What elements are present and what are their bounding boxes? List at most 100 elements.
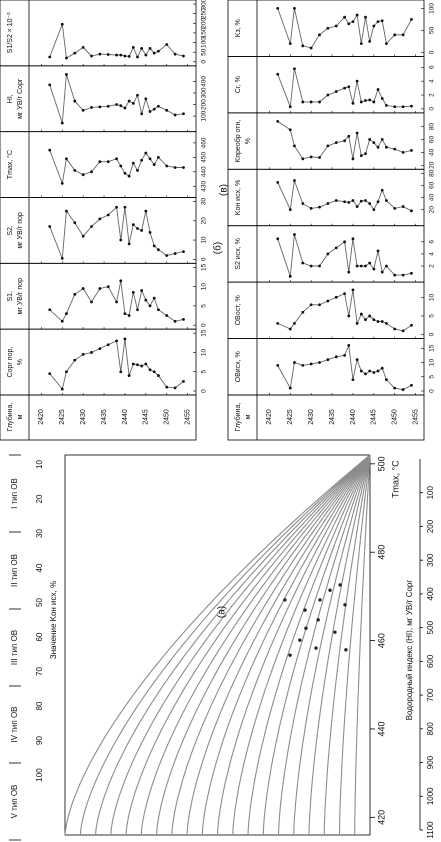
y-tick-label: 0	[429, 50, 436, 54]
log-point	[115, 300, 118, 304]
sample-point	[303, 608, 307, 612]
isoline	[232, 454, 371, 836]
log-point	[293, 233, 296, 236]
sample-point	[314, 646, 318, 650]
log-point	[372, 24, 376, 28]
k-tick-label: 10	[35, 460, 44, 469]
y-tick-label: 6	[429, 240, 436, 244]
log-point	[376, 320, 380, 323]
log-point	[368, 40, 372, 43]
log-point	[152, 244, 156, 248]
log-point	[347, 314, 351, 318]
log-point	[119, 370, 123, 374]
y-tick-label: 10	[429, 359, 436, 367]
log-point	[152, 51, 156, 55]
log-point	[98, 217, 102, 221]
log-point	[81, 108, 85, 112]
log-point	[368, 202, 372, 205]
k-tick-label: 70	[35, 667, 44, 676]
y-tick-label: 20	[201, 217, 208, 225]
log-point	[355, 79, 359, 83]
log-point	[106, 53, 110, 56]
panel-name: мг УВ/г пор	[17, 278, 24, 315]
y-tick-label: 200	[201, 99, 208, 110]
panel-name: OBост, %	[235, 295, 242, 325]
y-tick-label: 10	[429, 293, 436, 301]
log-point	[368, 369, 372, 373]
log-point	[156, 308, 160, 312]
sample-point	[333, 630, 337, 634]
log-point	[318, 264, 321, 268]
log-point	[144, 362, 148, 366]
panel-name: S1/S2 × 10⁻²	[7, 12, 14, 54]
log-point	[127, 55, 131, 58]
log-point	[376, 88, 380, 91]
hi-tick-label: 1100	[426, 821, 435, 839]
log-point	[364, 99, 367, 102]
log-point	[364, 152, 367, 156]
log-point	[276, 237, 280, 241]
k-tick-label: 30	[35, 529, 44, 538]
log-line	[277, 180, 412, 212]
log-point	[81, 287, 85, 290]
log-point	[144, 298, 148, 302]
log-point	[347, 344, 351, 347]
log-point	[368, 314, 372, 318]
isoline	[308, 454, 371, 836]
log-point	[301, 202, 305, 205]
legend-item: IV тип ОВ	[10, 706, 19, 742]
log-point	[393, 105, 397, 109]
y-tick-label: 150	[201, 27, 208, 38]
log-point	[48, 55, 52, 59]
panel-name: S2,	[7, 225, 14, 236]
depth-tick-label: 2450	[392, 409, 399, 425]
log-point	[393, 147, 397, 151]
depth-label: м	[245, 414, 252, 419]
log-point	[401, 150, 405, 154]
log-point	[73, 292, 77, 296]
log-point	[144, 151, 148, 155]
log-point	[173, 166, 177, 169]
log-point	[90, 170, 93, 174]
log-point	[410, 104, 413, 108]
sample-point	[344, 648, 348, 652]
log-point	[73, 221, 77, 225]
log-point	[123, 205, 127, 209]
depth-tick-label: 2435	[101, 409, 108, 425]
log-point	[376, 20, 380, 24]
x-tick-label: 480	[376, 545, 386, 560]
sample-point	[338, 583, 342, 587]
depth-tick-label: 2430	[80, 409, 87, 425]
log-point	[334, 295, 338, 299]
log-point	[131, 223, 135, 227]
log-point	[136, 55, 139, 59]
log-point	[355, 321, 359, 325]
depth-tick-label: 2450	[164, 409, 171, 425]
y-tick-label: 4	[429, 79, 436, 83]
log-point	[276, 363, 280, 367]
log-point	[380, 320, 384, 323]
log-point	[309, 303, 313, 307]
y-tick-label: 20	[429, 206, 436, 214]
log-point	[347, 200, 351, 204]
isoline	[79, 454, 371, 836]
x-tick-label: 420	[376, 810, 386, 825]
log-point	[384, 378, 388, 382]
log-point	[301, 157, 305, 161]
log-point	[165, 43, 169, 46]
log-point	[372, 100, 376, 104]
log-point	[343, 353, 346, 357]
log-point	[276, 7, 280, 10]
isoline	[64, 454, 371, 836]
log-point	[119, 279, 123, 283]
hi-tick-label: 300	[426, 553, 435, 567]
panel-name: Kон исх, %	[235, 180, 242, 215]
log-point	[334, 246, 338, 250]
legend-item: III тип ОВ	[10, 630, 19, 665]
hi-tick-label: 600	[426, 654, 435, 668]
isoline	[216, 454, 371, 836]
panel-label: (в)	[219, 184, 230, 196]
log-point	[343, 200, 346, 204]
x-tick-label: 460	[376, 633, 386, 648]
log-point	[293, 321, 296, 325]
